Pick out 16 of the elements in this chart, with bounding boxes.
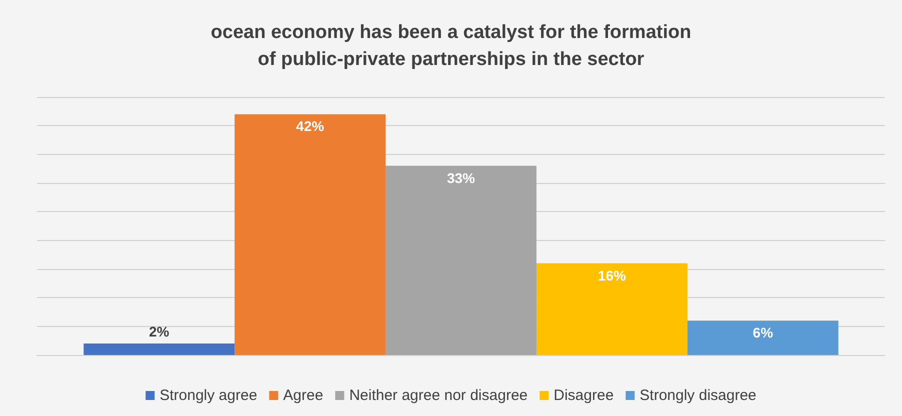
- legend-label: Disagree: [554, 387, 614, 404]
- data-label: 42%: [296, 118, 325, 134]
- data-label: 16%: [598, 267, 626, 284]
- legend-label: Agree: [283, 387, 324, 404]
- data-label: 6%: [752, 324, 774, 341]
- legend-label: Neither agree nor disagree: [349, 387, 528, 404]
- bar: [386, 166, 536, 355]
- data-label: 2%: [148, 324, 170, 340]
- data-label: 33%: [446, 170, 476, 186]
- legend-label: Strongly disagree: [640, 387, 756, 404]
- bar: [234, 114, 386, 355]
- bar: [536, 263, 688, 355]
- chart-title: ocean economy has been a catalyst for the formation of public-private partnerships in the sector: [210, 22, 692, 70]
- legend-label: Strongly agree: [160, 387, 258, 404]
- bar: [84, 344, 235, 355]
- bar: [687, 320, 838, 355]
